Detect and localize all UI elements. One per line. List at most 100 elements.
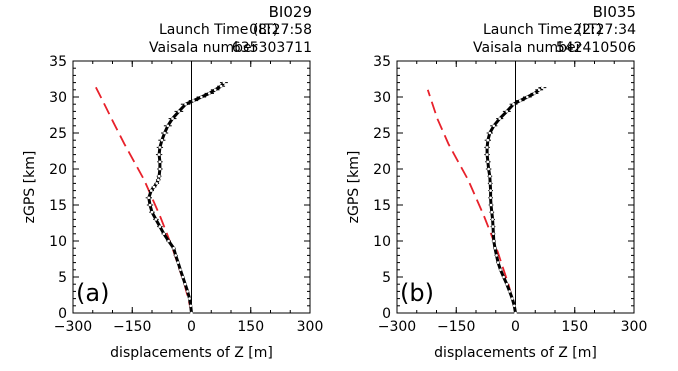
profile-point	[184, 102, 187, 106]
profile-point	[152, 185, 156, 189]
x-tick-label: −150	[113, 319, 151, 335]
y-tick-label: 15	[373, 198, 391, 214]
profile-point	[171, 117, 174, 120]
profile-point	[172, 246, 176, 250]
x-tick-label: 150	[561, 319, 588, 335]
sonde-id: BI035	[593, 3, 636, 21]
y-tick-label: 30	[49, 90, 67, 106]
profile-point	[488, 174, 492, 178]
profile-point	[492, 239, 496, 243]
profile-point	[493, 246, 497, 250]
profile-point	[158, 146, 162, 149]
profile-point	[513, 304, 516, 308]
profile-point	[158, 160, 162, 164]
x-axis-label: displacements of Z [m]	[110, 345, 273, 361]
profile-point	[181, 275, 185, 279]
y-tick-label: 15	[49, 198, 67, 214]
profile-point	[492, 232, 495, 236]
x-tick-label: 150	[237, 319, 264, 335]
profile-point	[486, 160, 490, 164]
y-tick-label: 10	[49, 234, 67, 250]
y-tick-label: 20	[49, 162, 67, 178]
profile-point	[147, 196, 151, 200]
profile-point	[192, 99, 195, 102]
profile-line	[485, 86, 544, 314]
profile-point	[162, 232, 166, 236]
x-tick-label: −150	[437, 319, 475, 335]
x-tick-label: 0	[511, 319, 520, 335]
panel-label: (b)	[400, 279, 434, 307]
x-axis-label: displacements of Z [m]	[434, 345, 597, 361]
vaisala-label: Vaisala number	[149, 40, 258, 56]
y-tick-label: 25	[373, 126, 391, 142]
profile-point	[498, 117, 502, 120]
profile-point	[167, 239, 170, 243]
launch-time-label: Launch Time (LT)	[483, 22, 602, 38]
profile-point	[176, 261, 180, 264]
profile-point	[154, 218, 158, 221]
profile-point	[213, 88, 217, 92]
profile-point	[177, 110, 181, 113]
profile-point	[155, 182, 159, 185]
profile-point	[508, 290, 511, 293]
profile-point	[488, 182, 492, 185]
profile-point	[183, 282, 187, 286]
profile-line	[147, 81, 226, 314]
y-axis-label: zGPS [km]	[22, 151, 38, 224]
profile-point	[537, 88, 541, 92]
profile-point	[157, 178, 160, 182]
profile-point	[533, 92, 536, 95]
profile-point	[492, 124, 496, 128]
y-tick-label: 35	[49, 54, 67, 70]
profile-point	[163, 131, 166, 135]
y-tick-label: 10	[373, 234, 391, 250]
profile-point	[190, 311, 193, 315]
profile-point	[487, 167, 490, 171]
profile-point	[514, 311, 517, 315]
profile-point	[157, 153, 161, 156]
profile-point	[150, 210, 154, 214]
profile-point	[174, 254, 177, 257]
profile-point	[489, 203, 493, 207]
profile-point	[158, 225, 162, 228]
model-curve	[426, 89, 517, 314]
profile-point	[207, 92, 211, 95]
profile-point	[179, 268, 182, 272]
profile-point	[189, 304, 193, 308]
profile-point	[485, 146, 489, 149]
y-tick-label: 0	[382, 306, 391, 322]
launch-time-label: Launch Time (LT)	[159, 22, 278, 38]
vaisala-number: 635303711	[232, 40, 312, 56]
profile-point	[485, 153, 489, 156]
y-tick-label: 5	[382, 270, 391, 286]
profile-point	[496, 261, 500, 264]
profile-point	[157, 174, 161, 178]
sonde-id: BI029	[269, 3, 312, 21]
x-tick-label: 300	[621, 319, 648, 335]
profile-point	[505, 282, 509, 286]
x-tick-label: −300	[54, 319, 92, 335]
profile-point	[505, 110, 509, 113]
profile-point	[490, 210, 494, 214]
vaisala-number: 542410506	[556, 40, 636, 56]
profile-point	[148, 203, 152, 207]
y-tick-label: 20	[373, 162, 391, 178]
x-tick-label: 300	[297, 319, 324, 335]
y-tick-label: 30	[373, 90, 391, 106]
y-tick-label: 35	[373, 54, 391, 70]
launch-time-value: 22:27:34	[573, 22, 636, 38]
profile-point	[149, 189, 153, 192]
profile-point	[489, 189, 492, 192]
profile-point	[518, 99, 522, 102]
profile-point	[489, 196, 492, 200]
y-axis-label: zGPS [km]	[346, 151, 362, 224]
profile-point	[158, 167, 162, 171]
profile-point	[512, 102, 515, 106]
launch-time-value: 08:27:58	[249, 22, 312, 38]
x-tick-label: 0	[187, 319, 196, 335]
profile-point	[160, 138, 164, 142]
profile-point	[491, 218, 494, 221]
profile-point	[502, 275, 505, 279]
panel-label: (a)	[76, 279, 109, 307]
